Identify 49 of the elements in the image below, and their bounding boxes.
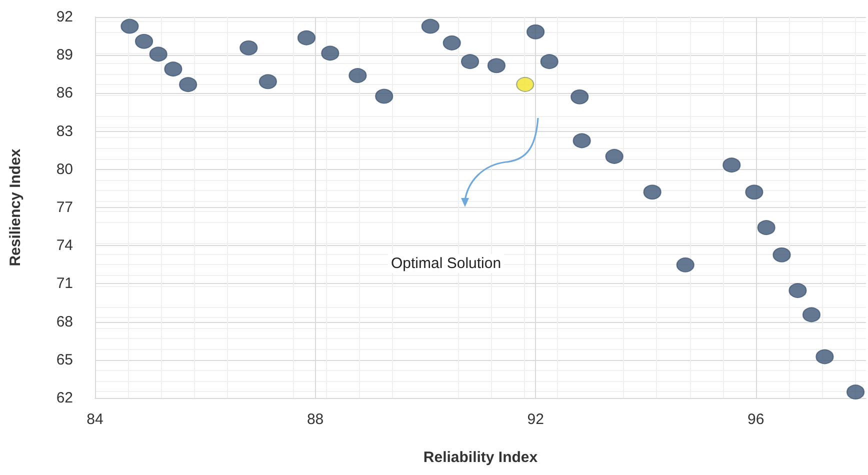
x-tick-label: 96: [748, 411, 764, 428]
point: [757, 220, 776, 236]
x-tick-label: 84: [86, 411, 104, 428]
y-tick-label: 65: [56, 351, 73, 368]
point: [164, 62, 182, 77]
point: [297, 30, 316, 46]
y-tick-label: 89: [56, 46, 73, 64]
point: [321, 46, 340, 61]
point: [135, 34, 154, 49]
point: [802, 307, 820, 322]
point: [772, 247, 791, 262]
x-tick-label: 88: [306, 411, 324, 428]
point: [722, 158, 741, 173]
x-tick-label: 92: [527, 411, 544, 428]
y-tick-label: 83: [56, 122, 73, 140]
point: [643, 184, 662, 200]
point: [516, 76, 534, 92]
point: [570, 89, 589, 104]
y-axis-title: Resiliency Index: [7, 148, 24, 266]
y-tick-label: 77: [56, 199, 73, 216]
point: [149, 46, 168, 62]
point: [788, 283, 807, 298]
point: [461, 54, 480, 70]
point: [421, 18, 440, 34]
point: [540, 54, 558, 70]
point: [526, 24, 545, 40]
y-tick-label: 62: [56, 390, 73, 406]
point: [179, 77, 198, 92]
point: [348, 68, 367, 84]
point: [258, 74, 277, 90]
point: [572, 133, 591, 148]
point: [745, 184, 764, 200]
point: [676, 257, 694, 272]
point: [442, 35, 461, 50]
point: [846, 384, 865, 400]
y-tick-label: 86: [56, 84, 73, 102]
point: [120, 18, 139, 34]
point: [240, 40, 258, 56]
point: [816, 349, 834, 364]
y-tick-label: 92: [56, 8, 73, 26]
annotation: Optimal Solution: [391, 255, 502, 272]
y-tick-label: 68: [56, 313, 73, 330]
point: [605, 148, 624, 164]
y-tick-label: 80: [56, 160, 73, 178]
x-axis-title: Reliability Index: [423, 449, 538, 466]
y-tick-label: 71: [56, 275, 73, 292]
y-tick-label: 74: [56, 237, 73, 254]
point: [487, 58, 506, 74]
point: [375, 88, 394, 104]
